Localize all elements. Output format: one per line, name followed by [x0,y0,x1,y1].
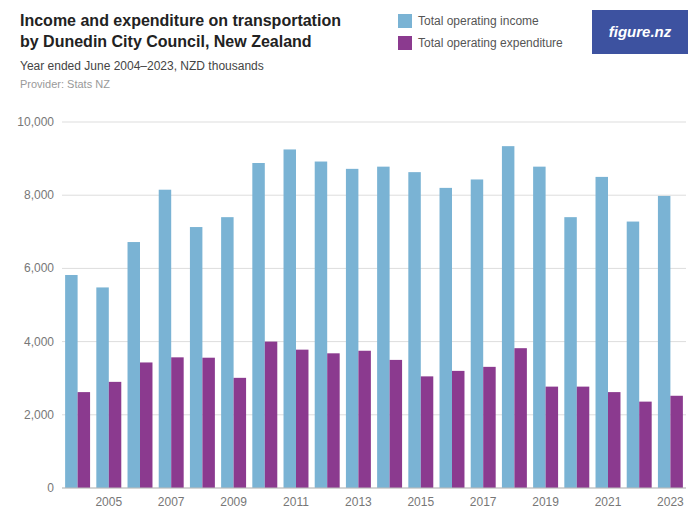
grid [62,122,686,488]
bar [452,371,464,488]
y-axis: 0 2,000 4,000 6,000 8,000 10,000 [17,115,54,495]
bar [346,169,358,488]
bar [234,378,246,488]
bar [190,227,202,488]
bar [315,162,327,488]
bar [128,242,140,488]
bar [202,358,214,488]
bar [358,351,370,488]
bar [627,222,639,488]
title: by Dunedin City Council, New Zealand [20,33,312,50]
bar [284,149,296,488]
bar [533,167,545,488]
bar [265,342,277,488]
subtitle: Year ended June 2004–2023, NZD thousands [20,59,264,73]
logo-text: figure.nz [609,23,672,40]
background [0,0,700,525]
bar [377,167,389,488]
bars [65,146,683,488]
bar [140,362,152,488]
bar [639,402,651,488]
series [78,342,683,488]
bar [96,287,108,488]
x-tick-label: 2007 [158,495,185,509]
bar [608,392,620,488]
bar [109,382,121,488]
bar [65,275,77,488]
grid-line [62,195,686,196]
bar [440,188,452,488]
x-axis: 2005 2007 2009 2011 2013 2015 2017 2019 2021 2023 [62,488,686,509]
legend-label: Total operating income [418,14,539,28]
bar [159,190,171,488]
grid-line [62,488,686,489]
x-tick-label: 2019 [532,495,559,509]
bar [171,357,183,488]
bar [564,217,576,488]
bar [327,353,339,488]
grid-line [62,414,686,415]
chart: Income and expenditure on transportation… [0,0,700,525]
grid-line [62,341,686,342]
legend-label: Total operating expenditure [418,36,563,50]
x-tick-label: 2011 [283,495,309,509]
bar [252,163,264,488]
bar [670,396,682,488]
legend-swatch [398,36,412,50]
logo: figure.nz [592,10,688,54]
x-axis-line [62,488,686,489]
bar [483,367,495,488]
provider: Provider: Stats NZ [20,78,110,90]
x-tick-label: 2017 [470,495,497,509]
bar [596,177,608,488]
x-tick-label: 2009 [220,495,247,509]
x-tick-label: 2023 [657,495,684,509]
y-tick-label: 8,000 [24,188,54,202]
grid-line [62,268,686,269]
bar [502,146,514,488]
bar [408,172,420,488]
x-tick-label: 2005 [95,495,122,509]
bar [221,217,233,488]
x-tick-label: 2021 [595,495,622,509]
bar [514,348,526,488]
bar [390,360,402,488]
bar [577,387,589,488]
bar [471,179,483,488]
y-tick-label: 0 [47,481,54,495]
grid-line [62,122,686,123]
y-tick-label: 10,000 [17,115,54,129]
y-tick-label: 4,000 [24,335,54,349]
legend-swatch [398,14,412,28]
logo-box [592,10,688,54]
bar [546,387,558,488]
legend: Total operating income Total operating ex… [398,14,563,50]
bar [78,392,90,488]
header: Income and expenditure on transportation… [20,10,688,90]
bar [421,376,433,488]
bar [296,350,308,488]
y-tick-label: 2,000 [24,408,54,422]
x-tick-label: 2013 [345,495,372,509]
title: Income and expenditure on transportation [20,12,341,29]
bar [658,196,670,488]
series [65,146,670,488]
x-tick-label: 2015 [407,495,434,509]
y-tick-label: 6,000 [24,261,54,275]
